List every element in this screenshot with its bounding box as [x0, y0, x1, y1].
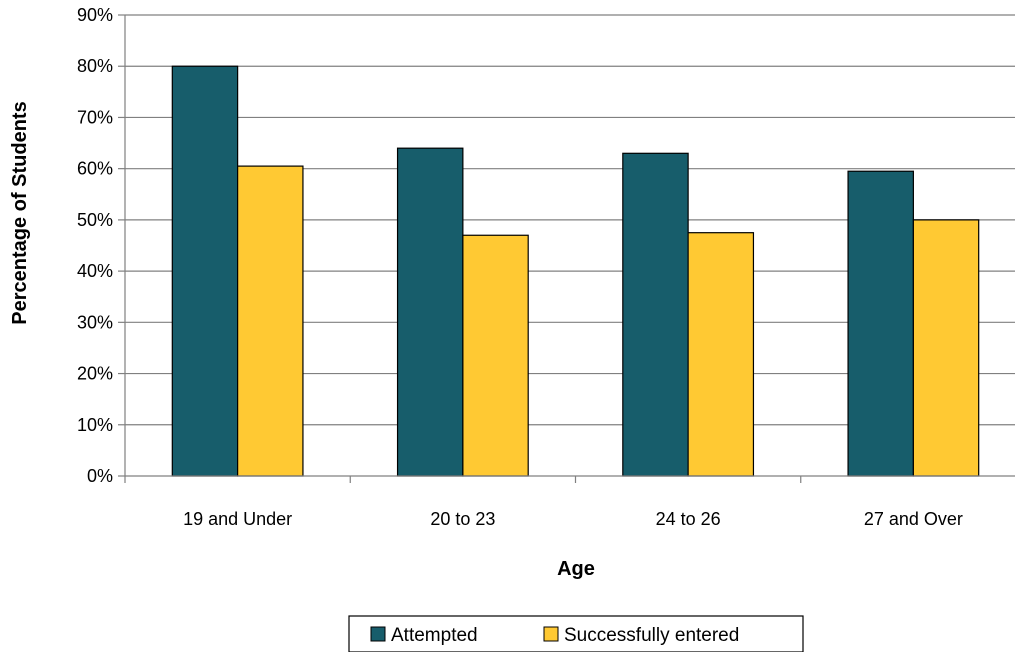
legend-swatch-attempted	[370, 626, 386, 642]
legend-label-attempted: Attempted	[391, 625, 478, 646]
x-tick-labels: 19 and Under 20 to 23 24 to 26 27 and Over	[124, 476, 963, 529]
y-tick-label: 80%	[77, 56, 113, 76]
bar-attempted	[847, 170, 914, 477]
bar-attempted	[396, 147, 464, 477]
bar-successfully-entered	[687, 232, 755, 477]
bar-attempted	[622, 152, 689, 477]
y-tick-labels: 0% 10% 20% 30% 40% 50% 60% 70% 80% 90%	[77, 5, 113, 486]
legend-swatch-successfully-entered	[543, 626, 559, 642]
y-tick-label: 90%	[77, 5, 113, 25]
bar-successfully-entered	[237, 165, 304, 477]
y-tick-label: 30%	[77, 312, 113, 332]
x-axis-title: Age	[557, 558, 595, 580]
y-tick-label: 50%	[77, 210, 113, 230]
y-tick-label: 70%	[77, 107, 113, 127]
bar-successfully-entered	[462, 234, 529, 477]
x-tick-label: 19 and Under	[183, 509, 292, 529]
y-tick-label: 60%	[77, 159, 113, 179]
legend-frame	[348, 615, 804, 652]
x-tick-label: 27 and Over	[864, 509, 963, 529]
bar-attempted	[171, 65, 239, 477]
legend: Attempted Successfully entered	[348, 615, 804, 652]
y-tick-label: 10%	[77, 415, 113, 435]
x-tick-label: 24 to 26	[656, 509, 721, 529]
bar-successfully-entered	[912, 219, 980, 477]
y-tick-label: 20%	[77, 364, 113, 384]
y-axis-title: Percentage of Students	[9, 101, 31, 324]
x-tick-label: 20 to 23	[430, 509, 495, 529]
y-tick-label: 0%	[87, 466, 113, 486]
y-tick-label: 40%	[77, 261, 113, 281]
bars	[171, 65, 980, 477]
legend-label-successfully-entered: Successfully entered	[564, 625, 739, 646]
